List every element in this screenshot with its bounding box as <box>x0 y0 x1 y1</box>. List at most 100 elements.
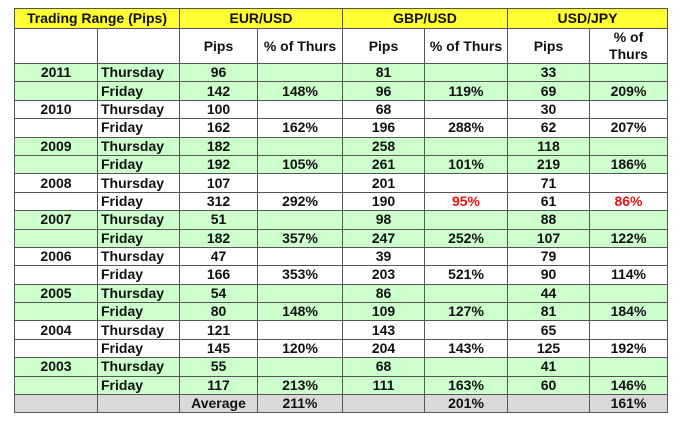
pct-cell <box>424 99 508 120</box>
pct-cell: 127% <box>424 302 508 322</box>
pips-cell: 68 <box>342 99 425 120</box>
day-cell: Thursday <box>97 62 180 83</box>
pips-cell: 111 <box>342 375 425 396</box>
pct-cell: 521% <box>424 265 508 285</box>
day-cell: Thursday <box>97 173 180 193</box>
col-pct: % of Thurs <box>589 28 668 64</box>
pct-cell: 209% <box>589 81 668 101</box>
year-cell: 2004 <box>14 320 98 340</box>
table-row: Friday 142 148% 96 119% 69 209% <box>14 81 668 101</box>
pct-cell <box>257 173 343 193</box>
pips-cell: 62 <box>507 118 590 138</box>
pct-cell <box>589 320 668 340</box>
col-pips: Pips <box>507 28 590 64</box>
day-cell: Thursday <box>97 246 180 267</box>
pair-gbpusd: GBP/USD <box>342 8 508 29</box>
pips-cell: 107 <box>179 173 258 193</box>
pct-cell: 292% <box>257 191 343 212</box>
pct-cell: 353% <box>257 265 343 285</box>
year-cell: 2009 <box>14 136 98 156</box>
pips-cell: 145 <box>179 338 258 359</box>
pct-cell: 357% <box>257 228 343 248</box>
pct-cell <box>257 320 343 340</box>
pct-cell: 120% <box>257 338 343 359</box>
pct-cell <box>589 357 668 377</box>
pct-cell: 213% <box>257 375 343 396</box>
col-pct: % of Thurs <box>424 28 508 64</box>
col-pips: Pips <box>342 28 425 64</box>
pct-cell <box>424 62 508 83</box>
pct-cell <box>589 62 668 83</box>
pct-cell <box>424 357 508 377</box>
pct-cell <box>424 210 508 230</box>
pct-cell: 162% <box>257 118 343 138</box>
pct-cell <box>424 136 508 156</box>
pct-cell <box>424 246 508 267</box>
day-cell: Thursday <box>97 99 180 120</box>
pips-cell: 203 <box>342 265 425 285</box>
pips-cell: 33 <box>507 62 590 83</box>
pct-cell: 148% <box>257 81 343 101</box>
day-cell: Friday <box>97 228 180 248</box>
pct-cell <box>257 136 343 156</box>
pct-cell <box>257 210 343 230</box>
pips-cell: 96 <box>179 62 258 83</box>
table-row: 2003 Thursday 55 68 41 <box>14 357 668 377</box>
pips-cell: 118 <box>507 136 590 156</box>
pips-cell: 312 <box>179 191 258 212</box>
day-cell: Friday <box>97 191 180 212</box>
pips-cell: 100 <box>179 99 258 120</box>
year-cell <box>14 265 98 285</box>
day-cell: Thursday <box>97 283 180 304</box>
table-row: 2010 Thursday 100 68 30 <box>14 99 668 120</box>
average-gbpusd: 201% <box>424 394 508 414</box>
pips-cell: 68 <box>342 357 425 377</box>
pct-cell <box>257 62 343 83</box>
table-title: Trading Range (Pips) <box>14 8 180 29</box>
pips-cell: 261 <box>342 154 425 175</box>
pct-cell <box>424 283 508 304</box>
pct-cell: 143% <box>424 338 508 359</box>
table-row: Friday 162 162% 196 288% 62 207% <box>14 118 668 138</box>
pips-cell: 204 <box>342 338 425 359</box>
day-cell: Friday <box>97 118 180 138</box>
pips-cell: 61 <box>507 191 590 212</box>
table-row: Friday 312 292% 190 95% 61 86% <box>14 191 668 212</box>
pct-cell <box>589 246 668 267</box>
table-row: 2009 Thursday 182 258 118 <box>14 136 668 156</box>
pips-cell: 55 <box>179 357 258 377</box>
pips-cell: 65 <box>507 320 590 340</box>
pips-cell: 44 <box>507 283 590 304</box>
pct-cell: 86% <box>589 191 668 212</box>
pips-cell: 81 <box>507 302 590 322</box>
pips-cell: 247 <box>342 228 425 248</box>
pct-cell <box>424 173 508 193</box>
table-row: 2007 Thursday 51 98 88 <box>14 210 668 230</box>
pips-cell: 117 <box>179 375 258 396</box>
pips-cell: 107 <box>507 228 590 248</box>
pips-cell: 30 <box>507 99 590 120</box>
pct-cell: 192% <box>589 338 668 359</box>
pct-cell <box>589 210 668 230</box>
pips-cell: 71 <box>507 173 590 193</box>
pct-cell: 105% <box>257 154 343 175</box>
table-row: 2005 Thursday 54 86 44 <box>14 283 668 304</box>
average-row: Average 211% 201% 161% <box>14 394 668 414</box>
day-cell: Friday <box>97 265 180 285</box>
pips-cell: 109 <box>342 302 425 322</box>
pips-cell: 258 <box>342 136 425 156</box>
year-cell: 2003 <box>14 357 98 377</box>
pct-cell: 288% <box>424 118 508 138</box>
day-cell: Friday <box>97 302 180 322</box>
year-cell <box>14 81 98 101</box>
average-label: Average <box>179 394 258 414</box>
pct-cell: 148% <box>257 302 343 322</box>
table-row: 2006 Thursday 47 39 79 <box>14 246 668 267</box>
pct-cell: 186% <box>589 154 668 175</box>
pips-cell: 90 <box>507 265 590 285</box>
year-cell <box>14 154 98 175</box>
year-cell: 2005 <box>14 283 98 304</box>
pips-cell: 166 <box>179 265 258 285</box>
pips-cell: 81 <box>342 62 425 83</box>
pct-cell: 119% <box>424 81 508 101</box>
